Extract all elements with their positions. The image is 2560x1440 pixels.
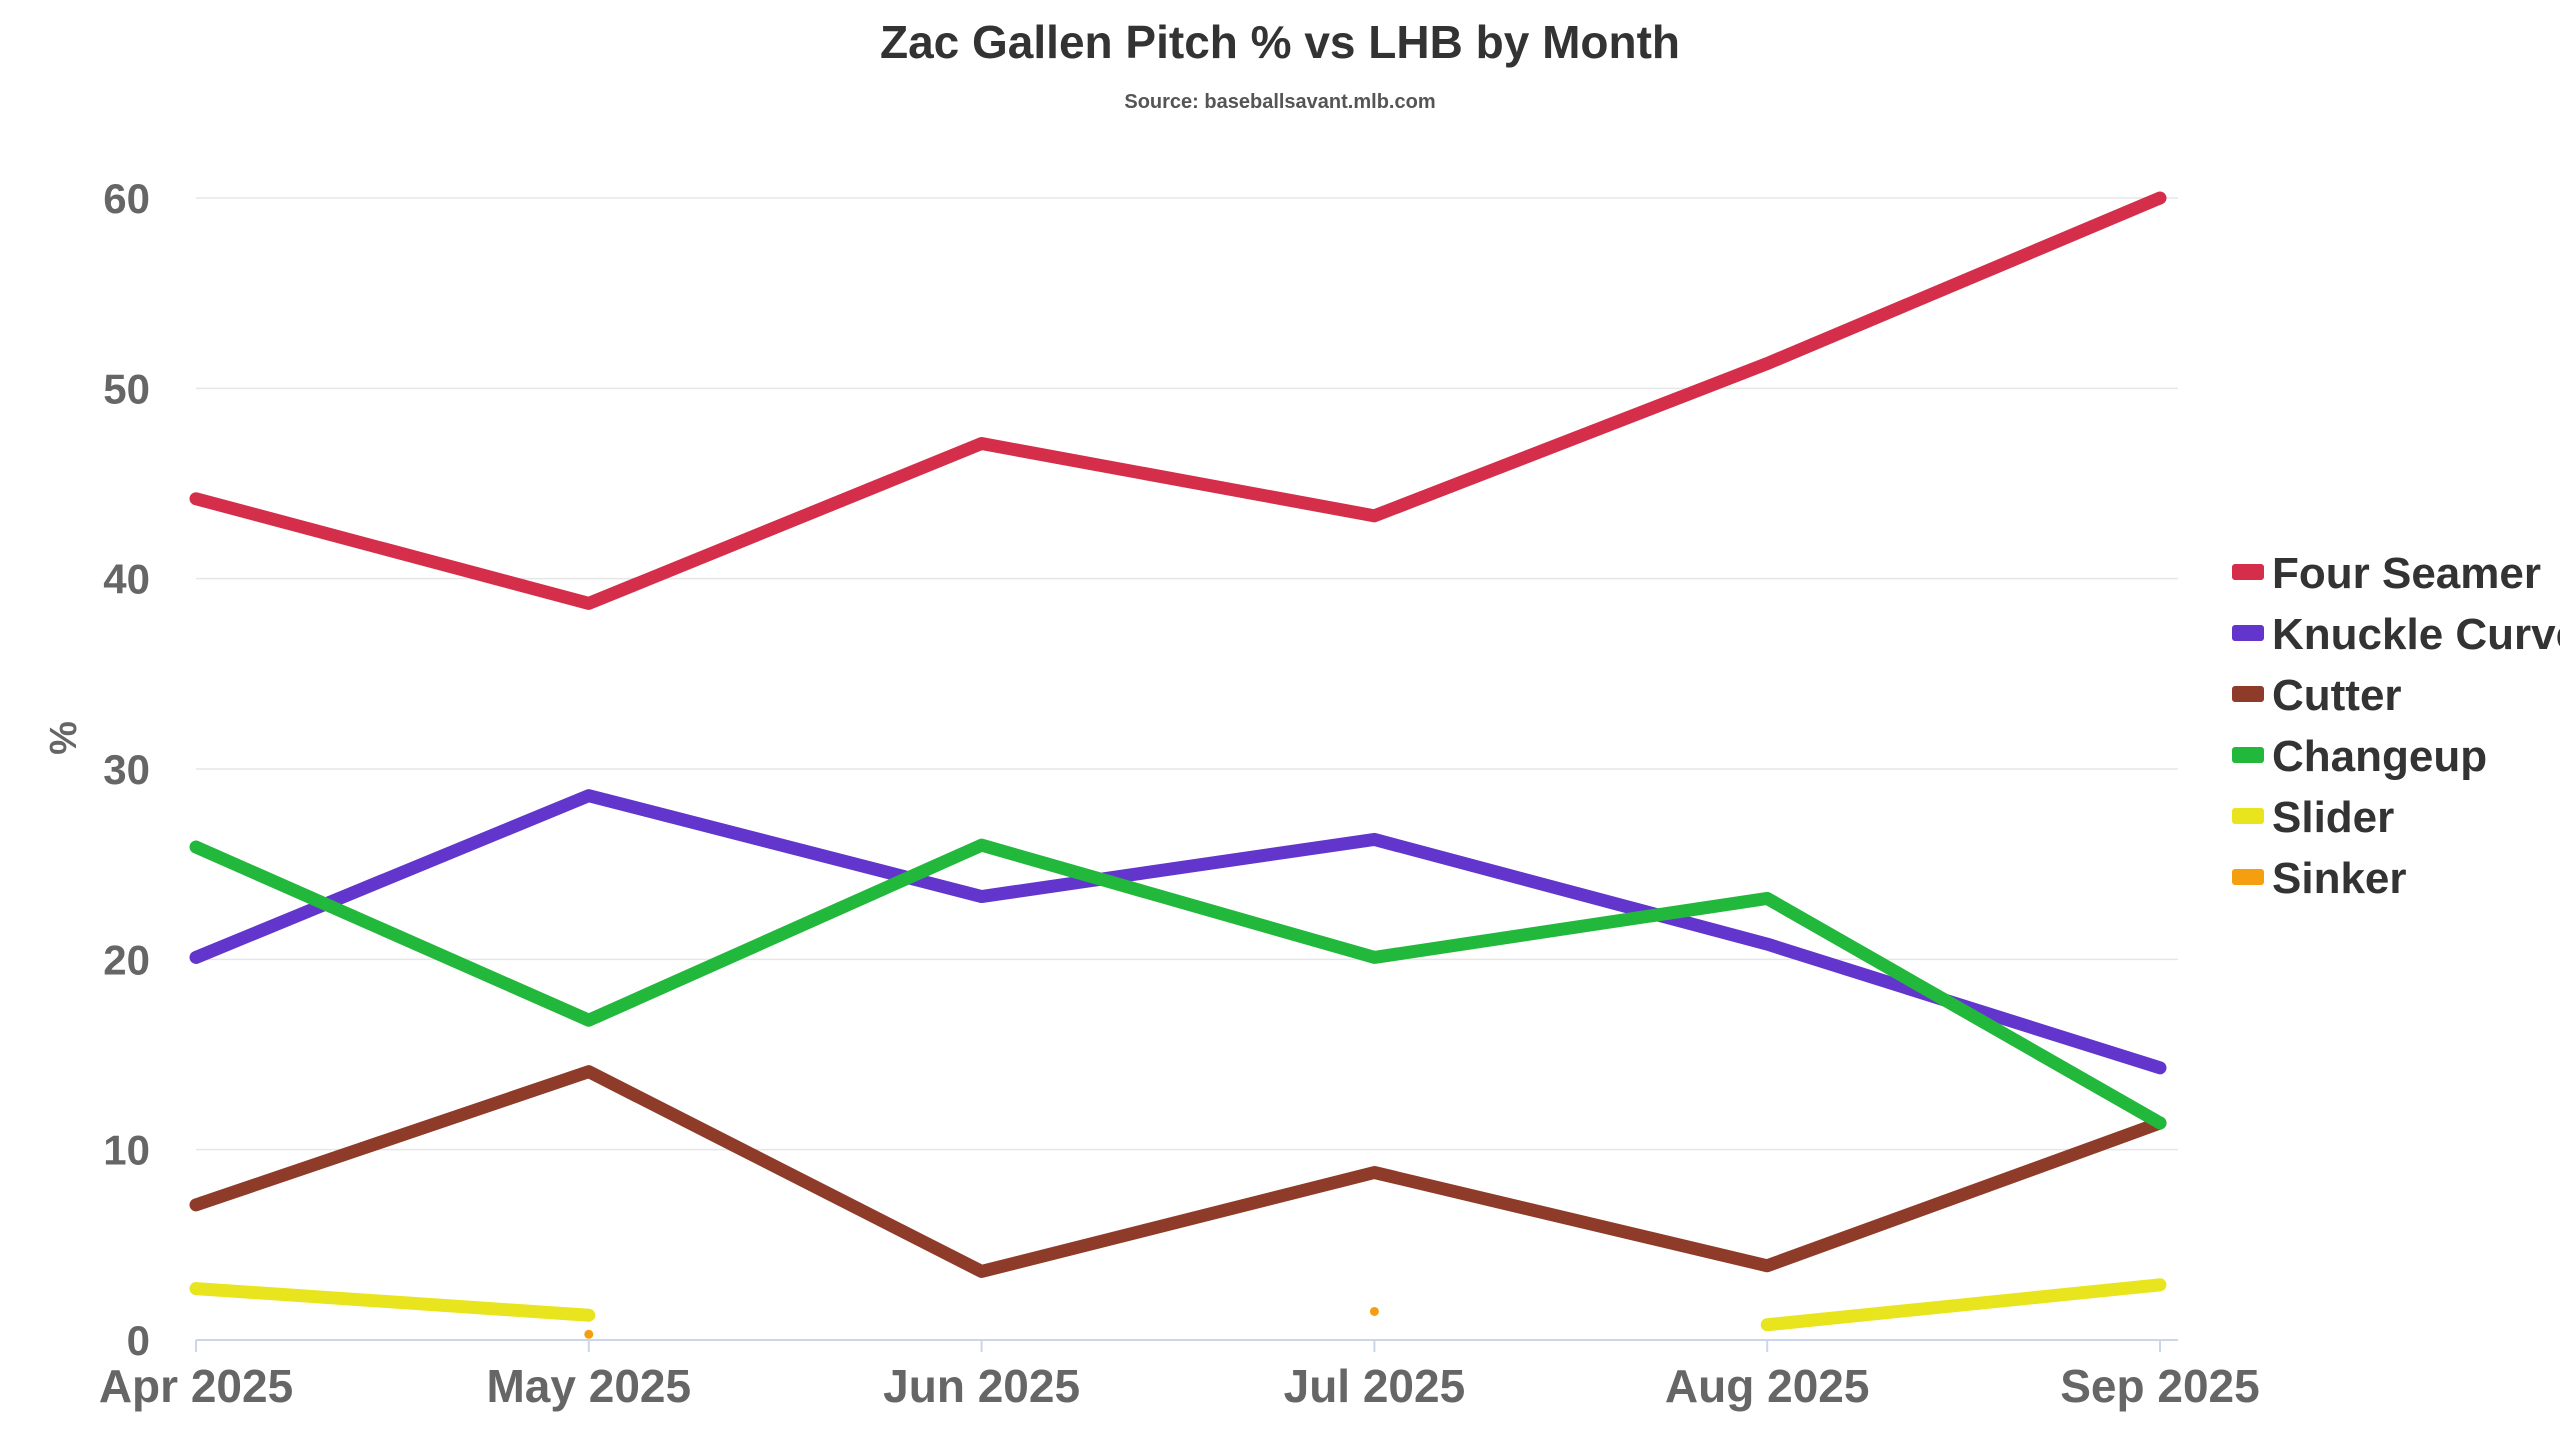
legend-item[interactable]: Slider: [2232, 793, 2394, 842]
series-sinker: [584, 1306, 1379, 1339]
legend-swatch: [2232, 808, 2264, 824]
series-four-seamer: [189, 191, 2167, 610]
series-cutter: [189, 1065, 2167, 1278]
y-tick-label: 50: [103, 365, 150, 412]
y-tick-label: 60: [103, 175, 150, 222]
legend-item[interactable]: Knuckle Curve: [2232, 610, 2560, 659]
gridlines: [196, 197, 2178, 1151]
legend-label: Four Seamer: [2272, 549, 2541, 598]
axes: 0 10 20 30 40 50 60 Apr 2025 May 2025 Jun 2025 Jul…: [99, 175, 2260, 1412]
series-line: [189, 789, 2167, 1075]
legend-swatch: [2232, 747, 2264, 763]
y-tick-label: 0: [127, 1317, 150, 1364]
legend-swatch: [2232, 869, 2264, 885]
chart-title: Zac Gallen Pitch % vs LHB by Month: [880, 16, 1680, 68]
y-tick-label: 20: [103, 936, 150, 983]
x-tick-label: Sep 2025: [2060, 1360, 2259, 1412]
legend-label: Knuckle Curve: [2272, 610, 2560, 659]
series-line: [189, 838, 2167, 1130]
y-tick-label: 30: [103, 746, 150, 793]
legend-label: Changeup: [2272, 732, 2487, 781]
legend-label: Sinker: [2272, 854, 2407, 903]
legend-label: Slider: [2272, 793, 2394, 842]
legend-swatch: [2232, 564, 2264, 580]
y-tick-label: 10: [103, 1127, 150, 1174]
y-axis-title: %: [43, 721, 85, 755]
series-line: [189, 191, 2167, 610]
chart-subtitle: Source: baseballsavant.mlb.com: [1124, 91, 1435, 113]
x-tick-label: Jul 2025: [1284, 1360, 1466, 1412]
x-tick-label: Aug 2025: [1665, 1360, 1870, 1412]
legend-swatch: [2232, 625, 2264, 641]
series-changeup: [189, 838, 2167, 1130]
data-point: [584, 1329, 594, 1339]
y-tick-label: 40: [103, 556, 150, 603]
legend-label: Cutter: [2272, 671, 2402, 720]
legend-item[interactable]: Cutter: [2232, 671, 2402, 720]
series-lines: [189, 191, 2167, 1339]
legend-item[interactable]: Changeup: [2232, 732, 2487, 781]
legend-item[interactable]: Sinker: [2232, 854, 2407, 903]
legend: Four Seamer Knuckle Curve Cutter Changeup Sl…: [2232, 549, 2560, 903]
legend-swatch: [2232, 686, 2264, 702]
data-point: [1369, 1306, 1379, 1316]
x-tick-label: Jun 2025: [883, 1360, 1080, 1412]
x-tick-label: Apr 2025: [99, 1360, 293, 1412]
series-knuckle-curve: [189, 789, 2167, 1075]
series-line: [1760, 1278, 2167, 1332]
series-line: [189, 1065, 2167, 1278]
legend-item[interactable]: Four Seamer: [2232, 549, 2541, 598]
series-slider: [189, 1278, 2167, 1332]
series-line: [189, 1282, 596, 1322]
x-tick-label: May 2025: [486, 1360, 691, 1412]
